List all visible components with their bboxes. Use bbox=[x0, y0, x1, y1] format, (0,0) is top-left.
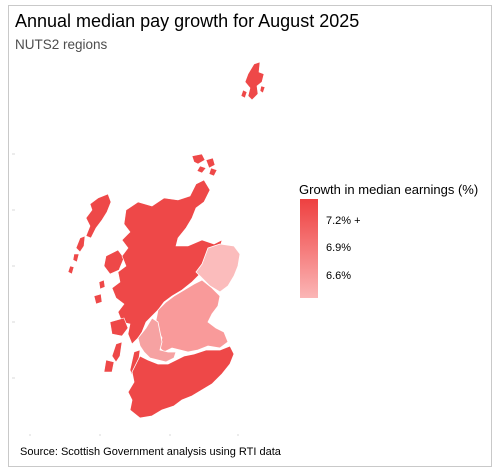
legend-tick bbox=[320, 248, 324, 249]
region-southern-scotland bbox=[127, 345, 235, 419]
legend-label-high: 7.2% + bbox=[326, 215, 361, 227]
scotland-map bbox=[12, 61, 266, 436]
legend: Growth in median earnings (%) 7.2% + 6.9… bbox=[299, 182, 479, 302]
chart-title: Annual median pay growth for August 2025 bbox=[15, 11, 360, 31]
source-caption: Source: Scottish Government analysis usi… bbox=[20, 446, 281, 458]
region-north-eastern-scotland bbox=[195, 243, 241, 293]
legend-tick bbox=[320, 276, 324, 277]
chart-subtitle: NUTS2 regions bbox=[15, 37, 108, 52]
region-west-central-scotland bbox=[137, 317, 177, 363]
legend-title: Growth in median earnings (%) bbox=[299, 182, 479, 197]
map-area bbox=[12, 60, 294, 436]
legend-color-bar bbox=[300, 199, 318, 298]
legend-tick bbox=[320, 221, 324, 222]
legend-label-mid: 6.9% bbox=[326, 242, 352, 254]
legend-label-low: 6.6% bbox=[326, 270, 352, 282]
region-highlands-islands bbox=[67, 61, 266, 381]
